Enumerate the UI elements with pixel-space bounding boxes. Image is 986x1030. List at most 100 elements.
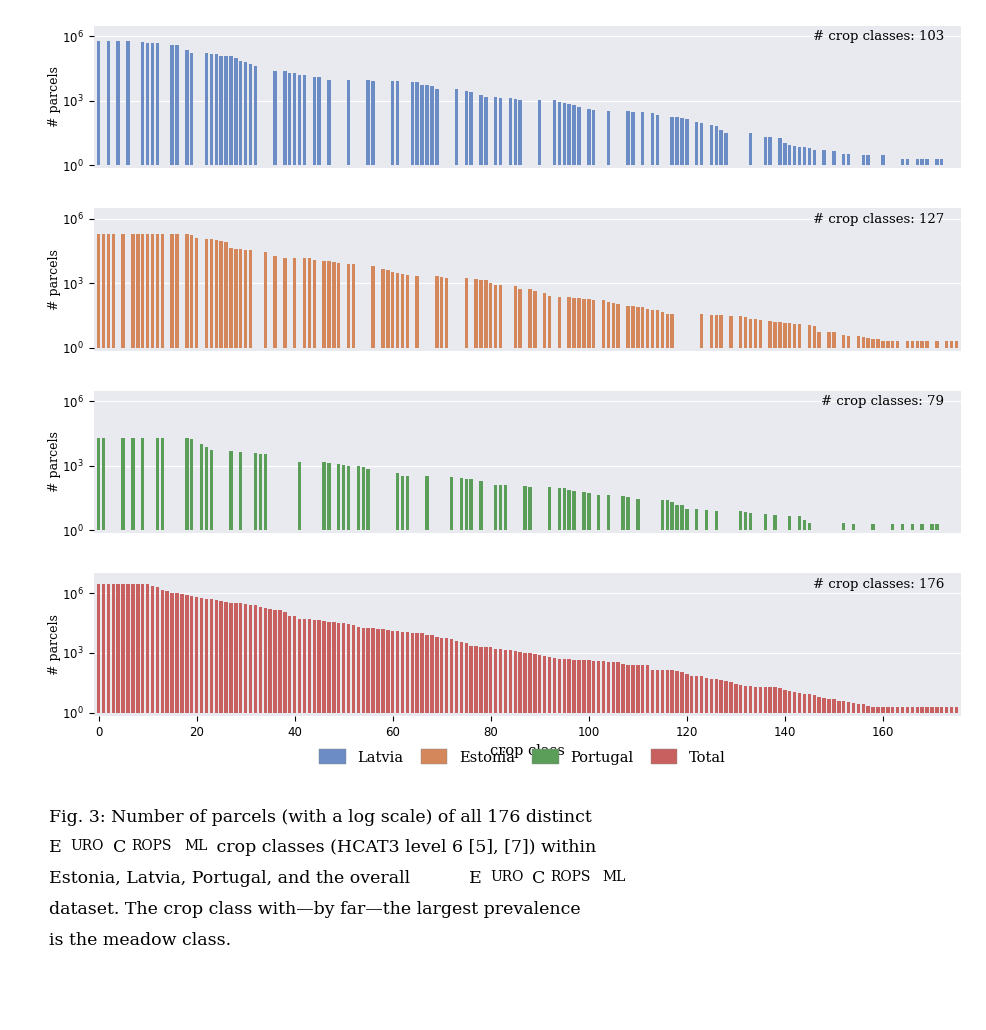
Bar xyxy=(332,263,335,347)
Bar xyxy=(357,466,360,530)
Bar xyxy=(313,260,316,347)
Bar xyxy=(504,485,507,530)
Bar xyxy=(685,119,688,165)
Bar xyxy=(273,71,277,165)
Bar xyxy=(464,91,468,165)
Bar xyxy=(847,701,850,713)
Bar xyxy=(601,301,605,347)
Bar xyxy=(126,41,130,165)
Bar xyxy=(342,465,345,530)
Bar xyxy=(587,109,591,165)
Bar xyxy=(479,279,483,347)
Bar xyxy=(808,325,811,347)
Bar xyxy=(901,707,904,713)
Bar xyxy=(646,665,650,713)
Bar xyxy=(817,332,821,347)
Bar xyxy=(808,148,811,165)
X-axis label: crop class: crop class xyxy=(490,744,565,758)
Bar xyxy=(651,670,655,713)
Bar xyxy=(200,444,203,530)
Bar xyxy=(205,239,208,347)
Bar xyxy=(606,661,610,713)
Bar xyxy=(161,438,164,530)
Bar xyxy=(362,467,365,530)
Bar xyxy=(229,57,233,165)
Bar xyxy=(377,628,380,713)
Bar xyxy=(753,319,757,347)
Bar xyxy=(352,265,355,347)
Bar xyxy=(474,279,478,347)
Bar xyxy=(616,304,620,347)
Bar xyxy=(837,701,840,713)
Bar xyxy=(700,314,703,347)
Bar xyxy=(695,123,698,165)
Bar xyxy=(524,652,527,713)
Text: ROPS: ROPS xyxy=(550,870,591,885)
Bar xyxy=(151,234,154,347)
Bar xyxy=(626,497,630,530)
Bar xyxy=(102,584,106,713)
Bar xyxy=(391,80,394,165)
Bar xyxy=(563,103,566,165)
Bar xyxy=(675,505,678,530)
Bar xyxy=(748,318,752,347)
Bar xyxy=(396,273,399,347)
Bar xyxy=(166,591,169,713)
Bar xyxy=(156,587,159,713)
Bar xyxy=(190,596,193,713)
Bar xyxy=(239,604,243,713)
Bar xyxy=(141,438,144,530)
Bar xyxy=(499,285,502,347)
Text: # crop classes: 103: # crop classes: 103 xyxy=(812,30,944,43)
Bar xyxy=(911,341,914,347)
Bar xyxy=(229,451,233,530)
Bar xyxy=(700,124,703,165)
Bar xyxy=(798,516,802,530)
Bar xyxy=(533,291,536,347)
Text: ML: ML xyxy=(602,870,626,885)
Bar xyxy=(234,58,238,165)
Bar xyxy=(720,315,723,347)
Bar xyxy=(464,479,468,530)
Bar xyxy=(748,133,752,165)
Bar xyxy=(881,707,884,713)
Text: C: C xyxy=(113,839,127,857)
Bar xyxy=(543,294,546,347)
Bar xyxy=(499,98,502,165)
Bar xyxy=(479,95,483,165)
Bar xyxy=(352,625,355,713)
Bar xyxy=(484,97,487,165)
Bar xyxy=(293,73,297,165)
Bar xyxy=(425,634,429,713)
Bar xyxy=(626,306,630,347)
Bar xyxy=(827,332,831,347)
Bar xyxy=(494,98,497,165)
Bar xyxy=(906,159,909,165)
Bar xyxy=(695,676,698,713)
Bar xyxy=(347,265,350,347)
Bar xyxy=(215,240,218,347)
Bar xyxy=(867,338,870,347)
Bar xyxy=(798,324,802,347)
Bar xyxy=(710,679,713,713)
Bar xyxy=(715,127,718,165)
Bar xyxy=(258,454,262,530)
Bar xyxy=(131,584,135,713)
Bar xyxy=(332,622,335,713)
Bar xyxy=(445,638,449,713)
Bar xyxy=(479,647,483,713)
Text: crop classes (HCAT3 level 6 [5], [7]) within: crop classes (HCAT3 level 6 [5], [7]) wi… xyxy=(211,839,597,857)
Bar xyxy=(680,506,683,530)
Bar xyxy=(308,619,311,713)
Bar xyxy=(367,628,370,713)
Bar xyxy=(288,73,292,165)
Bar xyxy=(606,303,610,347)
Bar xyxy=(229,248,233,347)
Bar xyxy=(568,659,571,713)
Bar xyxy=(768,137,772,165)
Bar xyxy=(136,584,139,713)
Bar xyxy=(582,492,586,530)
Bar xyxy=(176,593,178,713)
Bar xyxy=(577,659,581,713)
Text: Fig. 3: Number of parcels (with a log scale) of all 176 distinct: Fig. 3: Number of parcels (with a log sc… xyxy=(49,809,592,826)
